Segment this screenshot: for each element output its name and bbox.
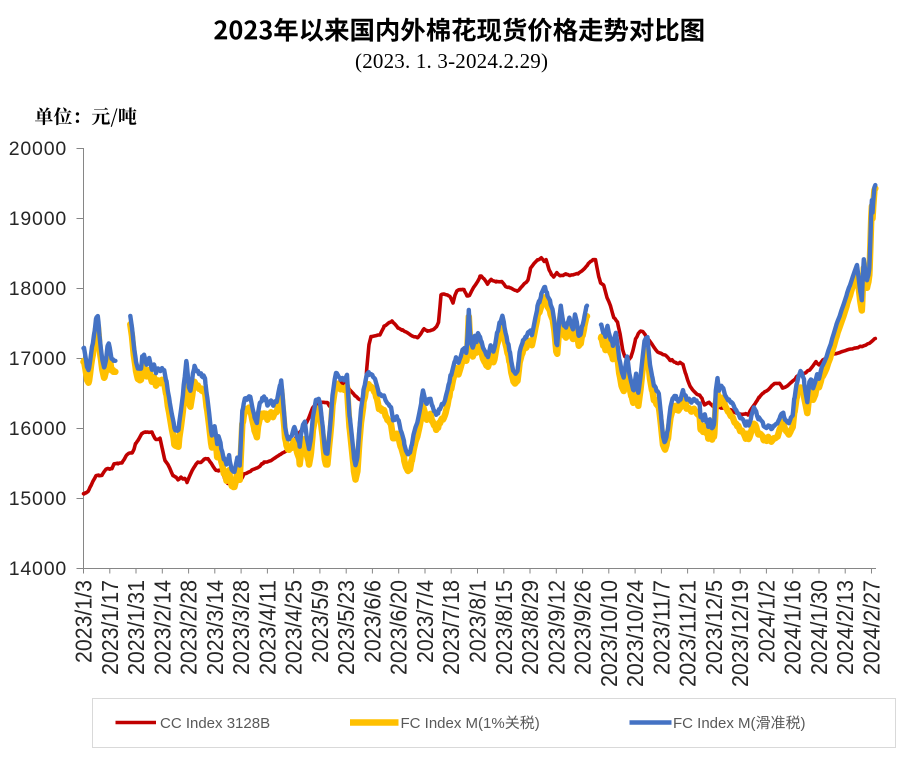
- svg-text:2024/2/27: 2024/2/27: [859, 580, 885, 675]
- svg-text:2023/7/4: 2023/7/4: [412, 580, 438, 663]
- svg-text:2023/5/23: 2023/5/23: [333, 580, 359, 675]
- svg-text:2024/1/16: 2024/1/16: [780, 580, 806, 675]
- svg-text:15000: 15000: [9, 488, 67, 510]
- svg-text:2023/12/5: 2023/12/5: [701, 580, 727, 675]
- svg-text:2023/4/25: 2023/4/25: [281, 580, 307, 675]
- svg-text:CC Index 3128B: CC Index 3128B: [160, 715, 270, 732]
- svg-text:20000: 20000: [9, 138, 67, 160]
- svg-text:2023/3/14: 2023/3/14: [202, 580, 228, 675]
- svg-text:2023/6/20: 2023/6/20: [386, 580, 412, 675]
- svg-text:18000: 18000: [9, 278, 67, 300]
- svg-text:2023/12/19: 2023/12/19: [727, 580, 753, 687]
- svg-text:2023/2/14: 2023/2/14: [149, 580, 175, 675]
- svg-text:2023/1/31: 2023/1/31: [123, 580, 149, 675]
- svg-text:2023/9/26: 2023/9/26: [570, 580, 596, 675]
- svg-text:FC Index M(1%: FC Index M(1%: [401, 715, 505, 732]
- svg-text:): ): [535, 715, 540, 732]
- svg-text:2023/1/17: 2023/1/17: [97, 580, 123, 675]
- svg-text:2024/1/2: 2024/1/2: [753, 580, 779, 663]
- svg-text:2023/5/9: 2023/5/9: [307, 580, 333, 663]
- svg-text:2023/8/15: 2023/8/15: [491, 580, 517, 675]
- svg-text:FC Index M(: FC Index M(: [673, 715, 756, 732]
- svg-text:2023/3/28: 2023/3/28: [228, 580, 254, 675]
- svg-text:14000: 14000: [9, 558, 67, 580]
- svg-text:2023/4/11: 2023/4/11: [254, 580, 280, 675]
- svg-text:2023/8/1: 2023/8/1: [465, 580, 491, 663]
- svg-text:16000: 16000: [9, 418, 67, 440]
- svg-text:2024/1/30: 2024/1/30: [806, 580, 832, 675]
- svg-text:2023/8/29: 2023/8/29: [517, 580, 543, 675]
- svg-text:2023/7/18: 2023/7/18: [438, 580, 464, 675]
- svg-text:2023/1/3: 2023/1/3: [71, 580, 97, 663]
- svg-text:2023/11/21: 2023/11/21: [675, 580, 701, 687]
- svg-text:(2023. 1. 3-2024.2.29): (2023. 1. 3-2024.2.29): [355, 49, 548, 73]
- svg-text:2023/10/10: 2023/10/10: [596, 580, 622, 687]
- svg-text:2023/2/28: 2023/2/28: [176, 580, 202, 675]
- svg-text:2024/2/13: 2024/2/13: [832, 580, 858, 675]
- svg-text:2023/11/7: 2023/11/7: [648, 580, 674, 675]
- svg-text:2023/10/24: 2023/10/24: [622, 580, 648, 687]
- svg-text:): ): [801, 715, 806, 732]
- svg-text:2023/9/12: 2023/9/12: [543, 580, 569, 675]
- svg-text:2023/6/6: 2023/6/6: [359, 580, 385, 663]
- svg-text:17000: 17000: [9, 348, 67, 370]
- svg-text:19000: 19000: [9, 208, 67, 230]
